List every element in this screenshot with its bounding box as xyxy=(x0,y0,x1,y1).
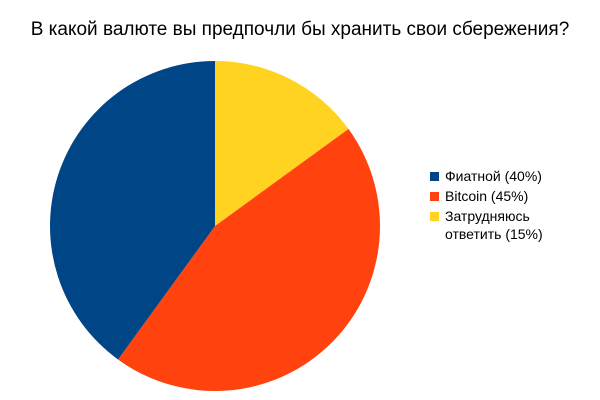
legend-swatch-bitcoin xyxy=(430,192,439,201)
legend-item-fiat: Фиатной (40%) xyxy=(430,167,600,185)
pie-slice-fiat xyxy=(50,61,216,360)
pie-slice-bitcoin xyxy=(118,129,380,391)
legend-item-undecided: Затрудняюсь ответить (15%) xyxy=(430,207,600,243)
legend-swatch-fiat xyxy=(430,172,439,181)
legend-label-fiat: Фиатной (40%) xyxy=(445,168,542,184)
legend-label-bitcoin: Bitcoin (45%) xyxy=(445,188,529,204)
legend-item-bitcoin: Bitcoin (45%) xyxy=(430,187,600,205)
chart-title: В какой валюте вы предпочли бы хранить с… xyxy=(30,19,570,40)
chart-legend: Фиатной (40%) Bitcoin (45%) Затрудняюсь … xyxy=(430,167,600,245)
legend-swatch-undecided xyxy=(430,212,439,221)
legend-label-undecided: Затрудняюсь ответить (15%) xyxy=(445,208,543,242)
pie-slice-undecided xyxy=(215,61,349,226)
